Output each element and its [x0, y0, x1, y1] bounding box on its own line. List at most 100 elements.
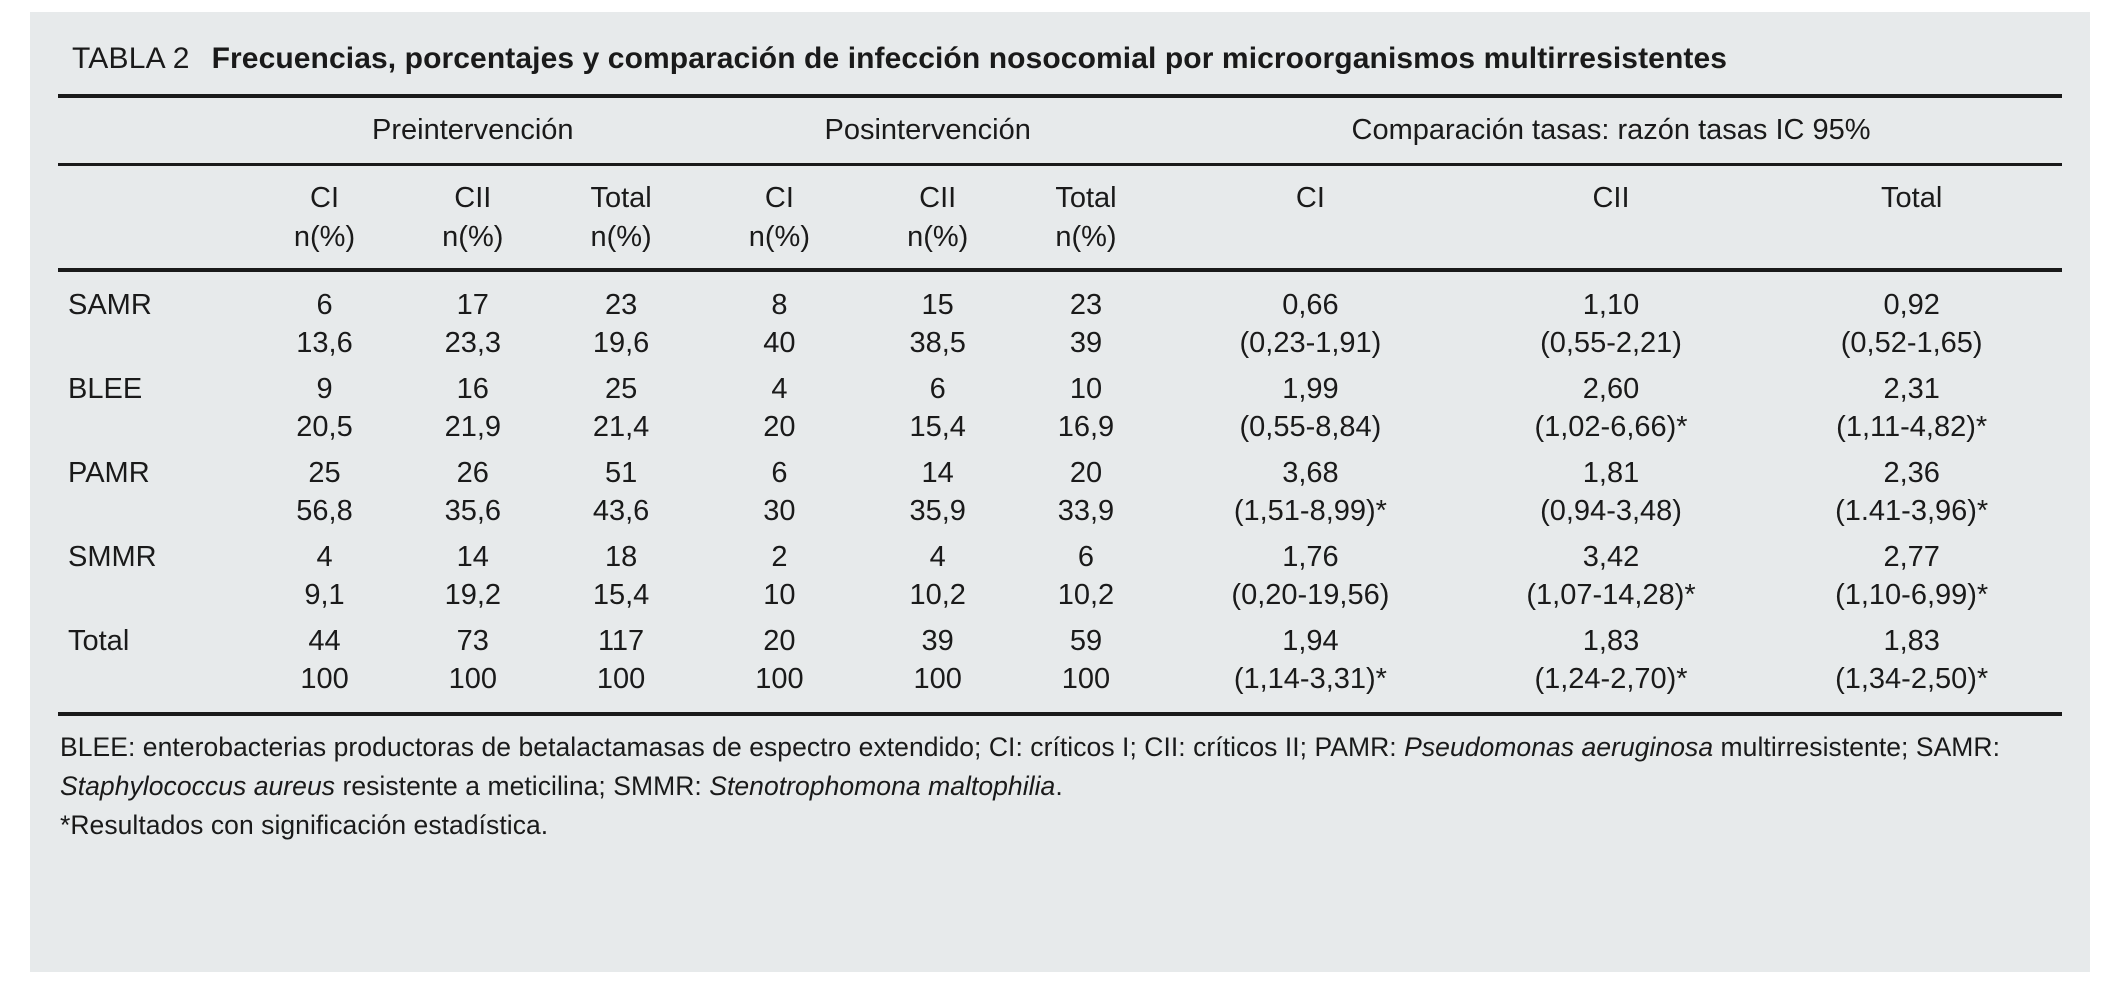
cell-pamr-pos-cii-n: 14 [921, 457, 954, 489]
cell-samr-pos-cii-n: 15 [921, 289, 954, 321]
table-title: Frecuencias, porcentajes y comparación d… [211, 42, 1728, 75]
cell-samr-pos-total-n: 23 [1069, 289, 1103, 321]
group-header-blank [58, 98, 250, 163]
cell-smmr-cmp-total-ratio: 2,77 [1883, 541, 1940, 573]
cell-smmr-pre-cii-pct: 19,2 [444, 579, 502, 611]
cell-total-pos-cii-pct: 100 [913, 663, 962, 695]
cell-blee-pre-ci-n: 9 [316, 373, 333, 405]
cell-blee-cmp-total-ratio: 2,31 [1883, 373, 1940, 405]
cell-pamr-pre-total-n: 51 [604, 457, 638, 489]
cell-pamr-cmp-total-ratio: 2,36 [1883, 457, 1940, 489]
subheader-unit-pos-ci: n(%) [748, 221, 810, 253]
cell-smmr-pos-total-pct: 10,2 [1057, 579, 1115, 611]
subheader-cmp-cii: CII [1592, 182, 1630, 214]
table-number-label: TABLA 2 [72, 42, 190, 75]
footnote-species-pamr: Pseudomonas aeruginosa [1404, 732, 1714, 762]
table-caption: TABLA 2 Frecuencias, porcentajes y compa… [58, 38, 2062, 94]
cell-blee-pos-cii-n: 6 [929, 373, 946, 405]
cell-smmr-pre-ci-pct: 9,1 [304, 579, 345, 611]
group-header-comparacion: Comparación tasas: razón tasas IC 95% [1351, 114, 1871, 146]
rule-under-subheader-row [58, 268, 2062, 272]
cell-samr-cmp-ci-ratio: 0,66 [1282, 289, 1339, 321]
cell-blee-pre-total-pct: 21,4 [592, 411, 650, 443]
row-label-smmr-continuation [58, 574, 250, 612]
subheader-pre-cii: CII [454, 182, 492, 214]
cell-total-pre-ci-pct: 100 [300, 663, 349, 695]
row-label-smmr: SMMR [68, 541, 157, 573]
cell-total-cmp-total-ratio: 1,83 [1883, 625, 1940, 657]
table-row: 9,1 19,2 15,4 10 10,2 10,2 (0,20-19,56) … [58, 574, 2062, 612]
cell-samr-cmp-ci-interval: (0,23-1,91) [1239, 327, 1382, 359]
group-header-posintervencion: Posintervención [824, 114, 1031, 146]
cell-smmr-pos-total-n: 6 [1077, 541, 1095, 573]
cell-blee-pos-cii-pct: 15,4 [909, 411, 966, 443]
subheader-cmp-total: Total [1881, 182, 1943, 214]
table-row: Total 44 73 117 20 39 59 1,94 1,83 1,83 [58, 612, 2062, 658]
results-table: Preintervención Posintervención Comparac… [58, 98, 2062, 712]
cell-blee-cmp-ci-ratio: 1,99 [1282, 373, 1339, 405]
subheader-pos-cii: CII [919, 182, 957, 214]
footnote-text-part-4: . [1055, 770, 1063, 801]
row-label-blee: BLEE [68, 373, 143, 405]
subheader-cmp-ci: CI [1295, 182, 1325, 214]
cell-pamr-pre-ci-pct: 56,8 [296, 495, 353, 527]
footnote-species-samr: Staphylococcus aureus [60, 770, 336, 801]
cell-pamr-cmp-ci-ratio: 3,68 [1282, 457, 1339, 489]
row-label-total: Total [68, 625, 130, 657]
cell-samr-pre-total-n: 23 [604, 289, 638, 321]
subheader-unit-pre-cii: n(%) [442, 221, 504, 253]
cell-smmr-cmp-total-interval: (1,10-6,99)* [1835, 579, 1989, 611]
subheader-pre-ci: CI [310, 182, 340, 214]
cell-smmr-cmp-cii-ratio: 3,42 [1582, 541, 1640, 573]
cell-total-pos-total-pct: 100 [1061, 663, 1111, 695]
cell-pamr-cmp-ci-interval: (1,51-8,99)* [1233, 495, 1387, 527]
cell-smmr-cmp-ci-ratio: 1,76 [1282, 541, 1339, 573]
cell-blee-cmp-cii-ratio: 2,60 [1582, 373, 1640, 405]
cell-pamr-pos-ci-pct: 30 [763, 495, 796, 527]
cell-samr-cmp-total-interval: (0,52-1,65) [1840, 327, 1983, 359]
table-row: 56,8 35,6 43,6 30 35,9 33,9 (1,51-8,99)*… [58, 490, 2062, 528]
footnote-abbreviations: BLEE: enterobacterias productoras de bet… [60, 728, 2060, 806]
cell-total-pre-ci-n: 44 [308, 625, 341, 657]
subheader-label-row: CI CII Total CI CII Total CI CII Total [58, 166, 2062, 215]
cell-blee-pre-cii-pct: 21,9 [444, 411, 502, 443]
cell-samr-pre-cii-pct: 23,3 [444, 327, 502, 359]
cell-smmr-cmp-ci-interval: (0,20-19,56) [1231, 579, 1390, 611]
cell-blee-pos-ci-pct: 20 [763, 411, 796, 443]
rule-under-subheader [58, 268, 2062, 272]
cell-total-pre-cii-pct: 100 [448, 663, 497, 695]
rule-bottom [58, 712, 2062, 716]
subheader-pos-ci: CI [764, 182, 794, 214]
cell-samr-pos-ci-pct: 40 [763, 327, 796, 359]
subheader-pre-total: Total [590, 182, 652, 214]
cell-pamr-pos-total-pct: 33,9 [1057, 495, 1115, 527]
cell-pamr-pos-cii-pct: 35,9 [909, 495, 966, 527]
cell-pamr-pre-cii-pct: 35,6 [444, 495, 502, 527]
cell-samr-pre-cii-n: 17 [456, 289, 489, 321]
cell-total-pos-ci-n: 20 [763, 625, 796, 657]
cell-total-pre-total-pct: 100 [596, 663, 646, 695]
subheader-unit-row: n(%) n(%) n(%) n(%) n(%) n(%) [58, 215, 2062, 268]
cell-samr-pre-total-pct: 19,6 [592, 327, 650, 359]
subheader-unit-pre-ci: n(%) [293, 221, 356, 253]
cell-total-pos-total-n: 59 [1069, 625, 1103, 657]
cell-pamr-pre-total-pct: 43,6 [592, 495, 650, 527]
cell-smmr-pos-cii-pct: 10,2 [909, 579, 966, 611]
cell-samr-cmp-total-ratio: 0,92 [1883, 289, 1940, 321]
rule-top [58, 94, 2062, 98]
cell-samr-pos-cii-pct: 38,5 [909, 327, 966, 359]
cell-samr-pos-ci-n: 8 [771, 289, 788, 321]
subheader-pos-total: Total [1055, 182, 1117, 214]
table-row: SAMR 6 17 23 8 15 23 0,66 1,10 0,92 [58, 272, 2062, 322]
subheader-unit-cmp-cii [1461, 215, 1762, 268]
cell-blee-pre-cii-n: 16 [456, 373, 489, 405]
subheader-unit-pos-total: n(%) [1055, 221, 1117, 253]
cell-blee-cmp-ci-interval: (0,55-8,84) [1239, 411, 1382, 443]
cell-total-cmp-total-interval: (1,34-2,50)* [1835, 663, 1989, 695]
table-row: SMMR 4 14 18 2 4 6 1,76 3,42 2,77 [58, 528, 2062, 574]
subheader-blank [58, 166, 250, 215]
cell-pamr-pre-cii-n: 26 [456, 457, 489, 489]
footnote-significance: *Resultados con significación estadístic… [60, 809, 549, 840]
cell-samr-cmp-cii-interval: (0,55-2,21) [1540, 327, 1682, 359]
cell-pamr-cmp-total-interval: (1.41-3,96)* [1835, 495, 1989, 527]
